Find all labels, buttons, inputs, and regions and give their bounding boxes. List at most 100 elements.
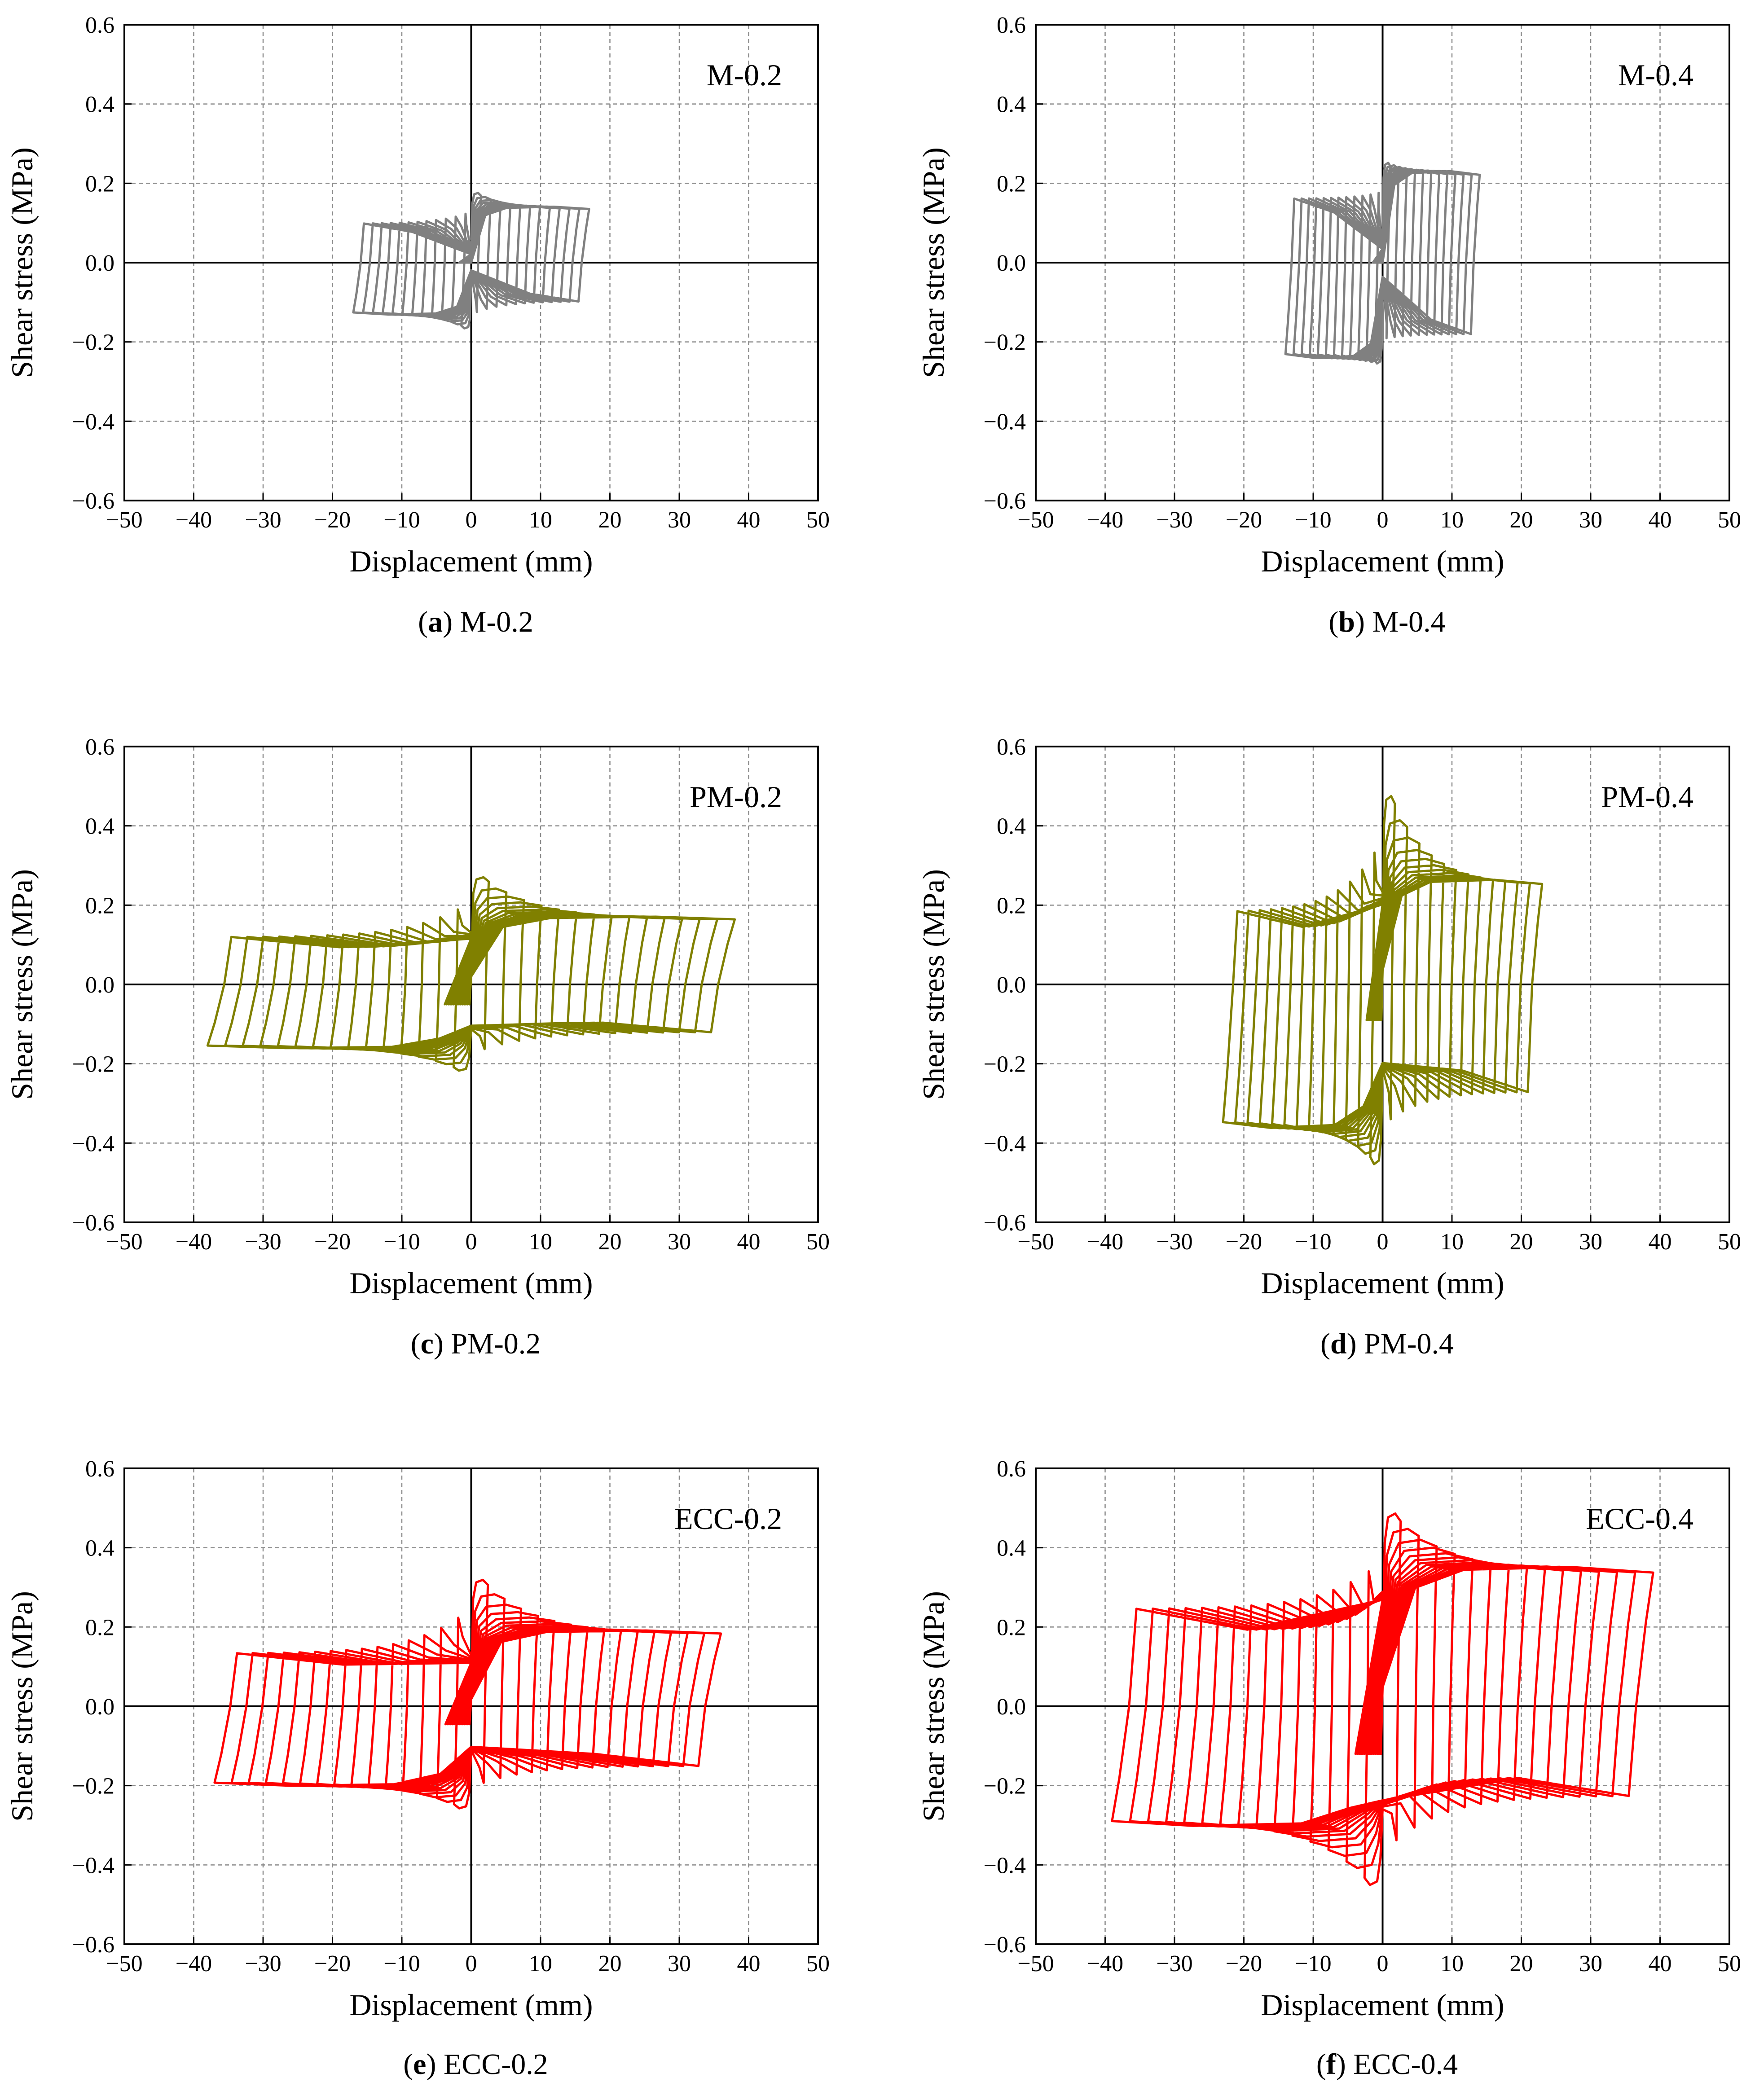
x-tick-label: 40 <box>1649 1229 1672 1255</box>
x-tick-label: 20 <box>598 1229 622 1255</box>
y-tick-label: 0.0 <box>997 972 1026 998</box>
y-tick-label: −0.6 <box>984 1932 1026 1958</box>
x-tick-label: −50 <box>1017 507 1054 533</box>
x-tick-label: −50 <box>106 1951 142 1977</box>
y-tick-label: 0.6 <box>85 734 114 760</box>
x-tick-label: 40 <box>737 1951 761 1977</box>
y-tick-label: 0.4 <box>85 814 114 839</box>
caption-letter: e <box>413 2048 426 2081</box>
x-tick-label: −10 <box>383 1229 420 1255</box>
x-tick-label: −40 <box>176 507 212 533</box>
x-tick-label: −30 <box>1156 1229 1192 1255</box>
x-tick-label: −30 <box>1156 1951 1192 1977</box>
y-tick-label: 0.6 <box>85 13 114 38</box>
y-tick-label: 0.2 <box>997 171 1026 197</box>
x-tick-label: 50 <box>806 1951 830 1977</box>
y-tick-label: 0.2 <box>85 1615 114 1640</box>
y-tick-label: −0.4 <box>984 1131 1026 1156</box>
x-tick-label: 30 <box>668 507 691 533</box>
panel-tag: M-0.4 <box>1618 58 1693 92</box>
x-tick-label: 30 <box>668 1951 691 1977</box>
plot-frame <box>1035 1467 1730 1945</box>
panel-tag: PM-0.2 <box>690 780 782 814</box>
y-tick-label: 0.4 <box>997 92 1026 118</box>
x-tick-label: −30 <box>245 507 281 533</box>
y-axis-label: Shear stress (MPa) <box>5 1591 39 1822</box>
plot-frame <box>123 746 819 1223</box>
y-axis-label: Shear stress (MPa) <box>5 869 39 1100</box>
y-tick-label: 0.2 <box>997 893 1026 918</box>
x-tick-label: −20 <box>1226 1951 1262 1977</box>
panel-tag: ECC-0.2 <box>674 1502 782 1536</box>
x-axis-label: Displacement (mm) <box>350 544 593 578</box>
y-tick-label: −0.6 <box>72 1932 114 1958</box>
x-tick-label: −10 <box>383 1951 420 1977</box>
x-tick-label: 0 <box>466 507 477 533</box>
y-axis-label: Shear stress (MPa) <box>916 869 950 1100</box>
hysteresis-curve <box>213 1578 722 1810</box>
y-tick-label: 0.6 <box>997 13 1026 38</box>
x-tick-label: −50 <box>1017 1229 1054 1255</box>
x-tick-label: −10 <box>1295 1951 1331 1977</box>
y-tick-label: −0.2 <box>984 330 1026 356</box>
y-tick-label: −0.4 <box>984 409 1026 435</box>
caption-letter: b <box>1338 606 1355 638</box>
plot-frame <box>1035 746 1730 1223</box>
x-tick-label: −40 <box>176 1951 212 1977</box>
x-tick-label: 0 <box>1377 1951 1389 1977</box>
y-tick-label: 0.4 <box>85 92 114 118</box>
hysteresis-curve <box>1284 162 1481 365</box>
x-tick-label: 0 <box>466 1229 477 1255</box>
x-tick-label: −20 <box>314 507 351 533</box>
y-tick-label: −0.2 <box>72 330 114 356</box>
y-tick-label: −0.4 <box>72 1853 114 1878</box>
x-tick-label: −40 <box>1087 1951 1123 1977</box>
panel-a: −50 −40 −30 −20 −10 0 10 20 30 40 50 0.6 0.4 0.2 0.0 −0… <box>5 13 830 638</box>
x-tick-label: −50 <box>1017 1951 1054 1977</box>
y-tick-label: 0.0 <box>85 250 114 276</box>
panel-tag: PM-0.4 <box>1601 780 1693 814</box>
x-tick-label: −40 <box>1087 1229 1123 1255</box>
x-tick-label: −20 <box>314 1229 351 1255</box>
x-axis-label: Displacement (mm) <box>1261 1988 1504 2022</box>
x-tick-label: 20 <box>598 1951 622 1977</box>
y-tick-label: −0.2 <box>984 1052 1026 1077</box>
panel-b: −50 −40 −30 −20 −10 0 10 20 30 40 50 0.6 0.4 0.2 0.0 −0… <box>916 13 1741 638</box>
y-tick-label: 0.0 <box>85 1694 114 1720</box>
panel-caption: (e) ECC-0.2 <box>403 2048 548 2081</box>
x-tick-label: 40 <box>1649 507 1672 533</box>
y-tick-label: −0.6 <box>72 488 114 514</box>
y-tick-label: −0.2 <box>72 1052 114 1077</box>
x-tick-label: 40 <box>737 507 761 533</box>
x-tick-label: −10 <box>383 507 420 533</box>
x-tick-label: 30 <box>1579 1951 1602 1977</box>
x-tick-label: 20 <box>1510 1229 1533 1255</box>
x-tick-label: 30 <box>1579 507 1602 533</box>
x-tick-label: −30 <box>245 1951 281 1977</box>
x-tick-label: 0 <box>1377 507 1389 533</box>
y-tick-label: −0.6 <box>72 1210 114 1236</box>
y-tick-label: −0.2 <box>72 1774 114 1799</box>
x-tick-label: 0 <box>1377 1229 1389 1255</box>
x-tick-label: −40 <box>1087 507 1123 533</box>
y-axis-label: Shear stress (MPa) <box>5 147 39 378</box>
x-tick-label: −20 <box>1226 507 1262 533</box>
hysteresis-curve <box>206 876 736 1072</box>
x-tick-label: −10 <box>1295 1229 1331 1255</box>
y-tick-label: −0.4 <box>72 1131 114 1156</box>
x-tick-label: 10 <box>1440 1229 1464 1255</box>
x-tick-label: 10 <box>1440 507 1464 533</box>
y-tick-label: 0.2 <box>85 893 114 918</box>
hysteresis-curve <box>352 192 590 329</box>
x-axis-label: Displacement (mm) <box>1261 1266 1504 1300</box>
y-tick-label: −0.6 <box>984 488 1026 514</box>
x-tick-label: −40 <box>176 1229 212 1255</box>
x-tick-label: 50 <box>806 507 830 533</box>
x-tick-label: 40 <box>1649 1951 1672 1977</box>
x-tick-label: −10 <box>1295 507 1331 533</box>
panel-tag: M-0.2 <box>707 58 782 92</box>
x-tick-label: 30 <box>1579 1229 1602 1255</box>
panel-caption: (c) PM-0.2 <box>411 1327 541 1360</box>
y-tick-label: −0.4 <box>72 409 114 435</box>
